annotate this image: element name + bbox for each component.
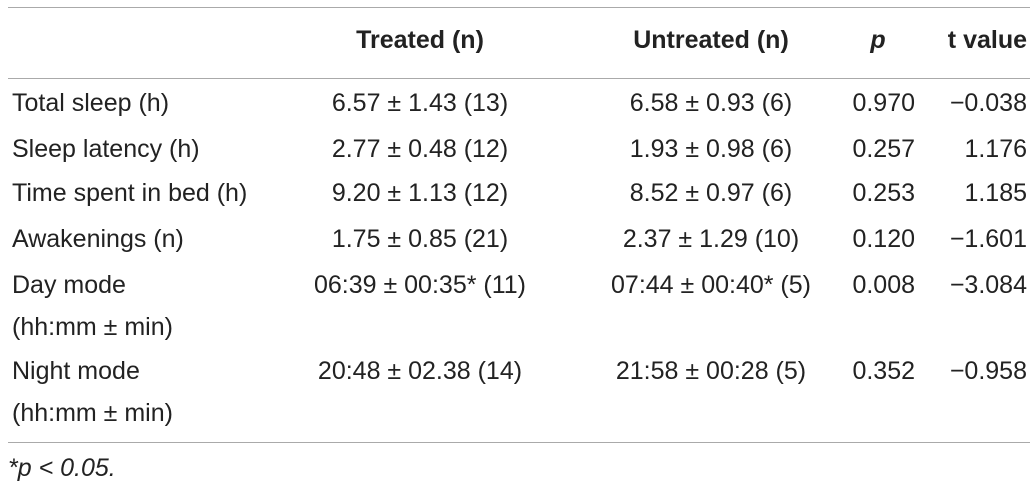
cell: 1.176 [964,135,1027,163]
bottom-rule [8,442,1030,443]
row-label: Day mode (hh:mm ± min) [12,271,173,341]
cell: 0.352 [852,357,915,385]
cell: −1.601 [949,225,1027,253]
cell: 0.008 [852,271,915,299]
cell: 9.20 ± 1.13 (12) [331,179,509,207]
column-header: p [870,26,886,54]
cell: 8.52 ± 0.97 (6) [629,179,793,207]
row-label: Sleep latency (h) [12,135,200,163]
row-label: Night mode (hh:mm ± min) [12,357,173,427]
footnote: *p < 0.05. [8,454,116,482]
cell: −3.084 [949,271,1027,299]
cell: 2.37 ± 1.29 (10) [622,225,800,253]
cell: 21:58 ± 00:28 (5) [615,357,807,385]
cell: 0.257 [852,135,915,163]
row-label: Awakenings (n) [12,225,184,253]
cell: 1.185 [964,179,1027,207]
cell: 0.970 [852,89,915,117]
row-label: Time spent in bed (h) [12,179,248,207]
cell: 1.75 ± 0.85 (21) [331,225,509,253]
cell: 07:44 ± 00:40* (5) [611,271,811,299]
cell: 1.93 ± 0.98 (6) [629,135,793,163]
cell: −0.038 [949,89,1027,117]
cell: 0.120 [852,225,915,253]
cell: 06:39 ± 00:35* (11) [313,271,526,299]
top-rule [8,7,1030,8]
cell: −0.958 [949,357,1027,385]
cell: 0.253 [852,179,915,207]
column-header: Untreated (n) [633,26,789,54]
cell: 6.58 ± 0.93 (6) [629,89,793,117]
column-header: t value [947,26,1027,54]
cell: 20:48 ± 02.38 (14) [317,357,523,385]
cell: 2.77 ± 0.48 (12) [331,135,509,163]
header-rule [8,78,1030,79]
row-label: Total sleep (h) [12,89,170,117]
column-header: Treated (n) [356,26,484,54]
cell: 6.57 ± 1.43 (13) [331,89,509,117]
